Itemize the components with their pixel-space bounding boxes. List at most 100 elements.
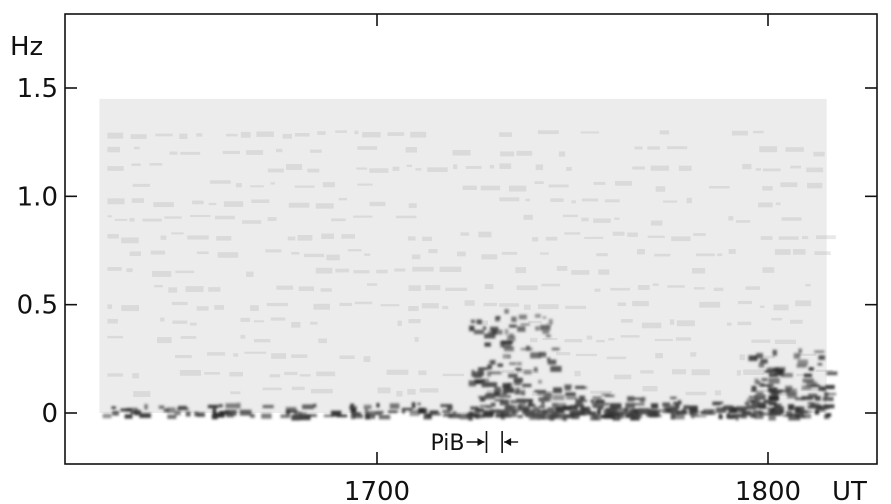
texture-streak [271, 353, 287, 359]
power-blob [756, 380, 761, 385]
power-blob [541, 400, 545, 406]
texture-streak [714, 390, 722, 396]
texture-streak [742, 163, 752, 170]
texture-streak [571, 200, 576, 204]
texture-streak [394, 268, 406, 272]
texture-streak [774, 339, 797, 344]
texture-streak [107, 215, 112, 218]
texture-streak [149, 163, 163, 166]
texture-streak [179, 369, 202, 376]
texture-streak [750, 389, 771, 393]
power-blob [224, 409, 237, 416]
texture-streak [114, 218, 128, 221]
texture-streak [196, 251, 209, 255]
texture-streak [795, 300, 812, 307]
power-blob [768, 370, 773, 376]
texture-streak [133, 391, 151, 397]
texture-streak [797, 353, 817, 356]
texture-streak [773, 304, 789, 311]
power-blob [473, 329, 485, 335]
power-blob [174, 410, 181, 416]
power-blob [782, 414, 788, 417]
texture-streak [516, 285, 538, 291]
power-blob [639, 399, 645, 403]
texture-streak [814, 251, 831, 256]
power-blob [313, 403, 317, 408]
texture-streak [171, 301, 188, 306]
power-blob [401, 407, 413, 411]
power-blob [484, 333, 496, 339]
power-blob [637, 409, 648, 415]
texture-streak [270, 317, 286, 321]
power-blob [759, 382, 764, 387]
texture-streak [298, 286, 314, 292]
texture-streak [755, 168, 761, 171]
power-blob [540, 324, 551, 331]
texture-streak [542, 338, 558, 341]
power-blob [788, 414, 801, 421]
texture-streak [357, 183, 373, 186]
texture-streak [481, 254, 498, 260]
power-blob [752, 410, 762, 414]
texture-streak [217, 252, 239, 258]
texture-streak [369, 201, 386, 207]
power-blob [547, 407, 559, 411]
texture-streak [326, 254, 340, 261]
texture-streak [790, 319, 803, 324]
power-blob [647, 409, 654, 412]
texture-streak [386, 369, 409, 375]
texture-streak [593, 218, 611, 223]
power-blob [130, 411, 138, 415]
texture-streak [132, 183, 150, 187]
texture-streak [534, 181, 544, 184]
texture-streak [642, 386, 658, 392]
texture-streak [743, 369, 765, 376]
texture-streak [214, 305, 224, 310]
texture-streak [499, 132, 513, 137]
texture-streak [736, 370, 741, 376]
power-blob [511, 316, 517, 323]
power-blob [293, 411, 302, 416]
texture-streak [564, 232, 581, 235]
power-blob [817, 363, 823, 366]
power-blob [707, 409, 713, 415]
power-blob [503, 346, 514, 352]
texture-streak [408, 305, 419, 312]
texture-streak [229, 371, 244, 377]
power-blob [712, 401, 724, 404]
power-blob [495, 414, 504, 418]
power-blob [158, 405, 165, 409]
power-blob [771, 389, 776, 392]
power-blob [323, 414, 335, 418]
power-blob [815, 407, 826, 412]
texture-streak [254, 339, 271, 343]
texture-streak [758, 202, 773, 208]
power-blob [504, 308, 509, 314]
texture-streak [726, 322, 732, 326]
texture-streak [663, 200, 678, 203]
power-blob [556, 403, 567, 409]
texture-streak [515, 267, 527, 274]
power-blob [625, 402, 635, 409]
texture-streak [801, 235, 809, 240]
power-blob [565, 392, 576, 397]
power-blob [261, 413, 272, 419]
power-blob [788, 404, 795, 411]
texture-streak [322, 182, 335, 188]
power-blob [299, 414, 311, 421]
power-blob [772, 368, 784, 372]
power-blob [489, 412, 495, 415]
texture-streak [442, 305, 449, 310]
texture-streak [537, 130, 559, 135]
power-blob [163, 408, 169, 413]
power-blob [756, 398, 760, 403]
power-blob [764, 370, 774, 373]
texture-streak [230, 391, 241, 395]
texture-streak [291, 321, 301, 328]
power-blob [429, 410, 439, 414]
texture-streak [121, 237, 139, 244]
texture-streak [240, 334, 246, 339]
texture-streak [523, 214, 533, 220]
texture-streak [581, 217, 589, 222]
texture-streak [157, 337, 172, 344]
